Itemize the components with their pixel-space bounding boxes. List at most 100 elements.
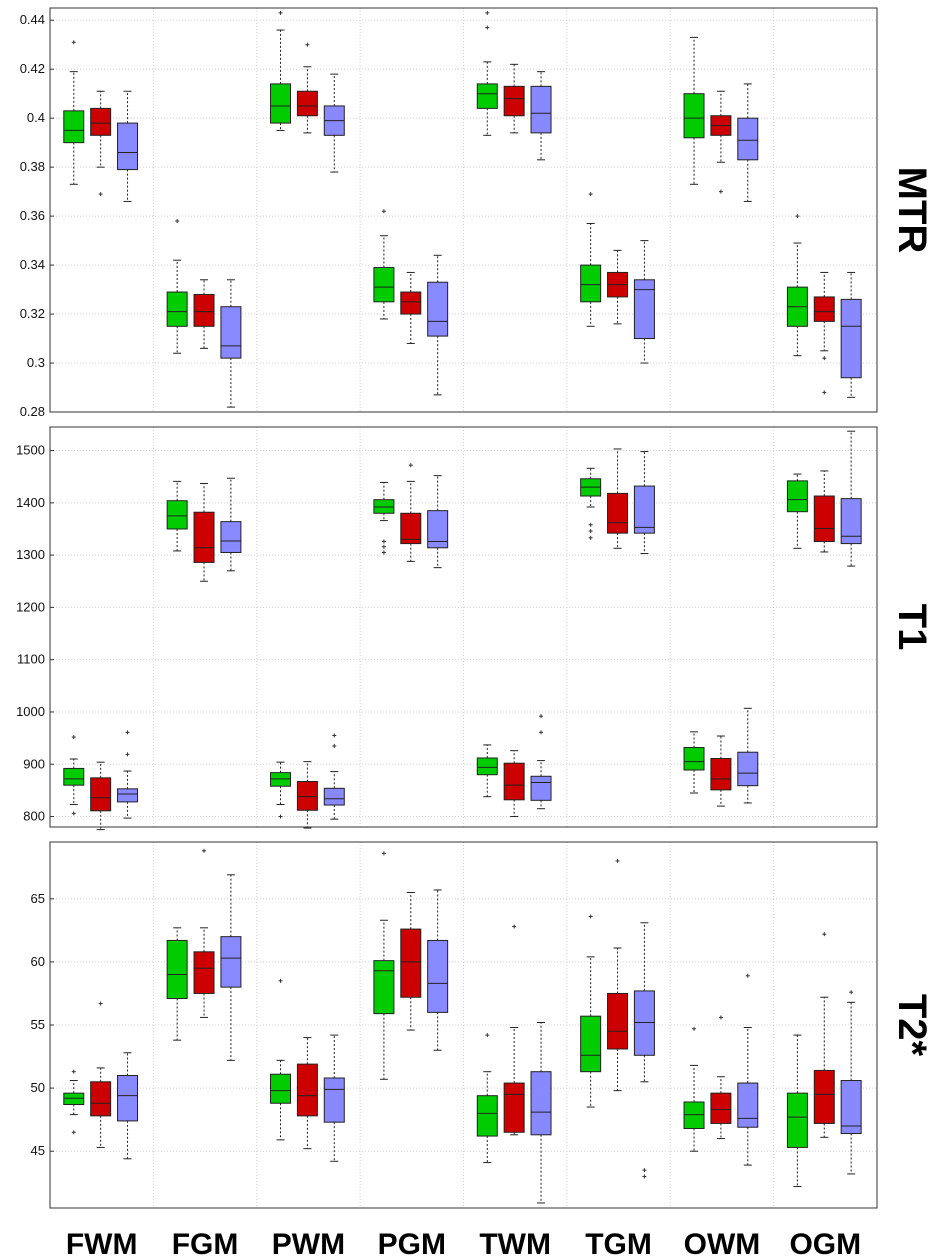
box-fwm-series-3 xyxy=(117,90,139,202)
box-tgm-series-3 xyxy=(633,240,655,364)
box-iqr xyxy=(427,281,449,337)
y-tick-label: 0.38 xyxy=(20,159,45,174)
category-label: PGM xyxy=(378,1228,446,1259)
box-tgm-series-3 xyxy=(633,922,655,1179)
box-fwm-series-3 xyxy=(117,1052,139,1160)
box-twm-series-3 xyxy=(530,714,552,810)
box-twm-series-1 xyxy=(476,10,498,136)
y-tick-label: 65 xyxy=(31,891,45,906)
row-label: MTR xyxy=(890,167,934,254)
box-ogm-series-1 xyxy=(786,214,808,357)
box-iqr xyxy=(373,960,395,1015)
box-owm-series-2 xyxy=(710,735,732,807)
box-tgm-series-1 xyxy=(580,192,602,327)
box-iqr xyxy=(633,485,655,534)
box-pwm-series-1 xyxy=(270,10,292,131)
y-tick-label: 1100 xyxy=(17,652,45,667)
box-pwm-series-2 xyxy=(296,1037,318,1150)
box-fwm-series-3 xyxy=(117,730,139,819)
y-tick-label: 1000 xyxy=(16,704,45,719)
box-twm-series-1 xyxy=(476,744,498,798)
box-owm-series-2 xyxy=(710,1015,732,1140)
box-pwm-series-3 xyxy=(323,733,345,820)
box-fwm-series-2 xyxy=(90,90,112,197)
y-tick-label: 0.34 xyxy=(20,257,45,272)
box-tgm-series-2 xyxy=(607,249,629,325)
box-iqr xyxy=(63,110,85,144)
box-pgm-series-1 xyxy=(373,851,395,1080)
box-fwm-series-2 xyxy=(90,1001,112,1148)
box-iqr xyxy=(710,758,732,791)
box-twm-series-1 xyxy=(476,1033,498,1164)
box-iqr xyxy=(323,1077,345,1123)
box-fgm-series-1 xyxy=(166,927,188,1041)
box-owm-series-3 xyxy=(737,973,759,1166)
box-owm-series-1 xyxy=(683,36,705,185)
category-label: OGM xyxy=(789,1228,861,1259)
box-ogm-series-3 xyxy=(840,430,862,567)
box-iqr xyxy=(90,777,112,812)
box-pwm-series-3 xyxy=(323,73,345,173)
panel-border xyxy=(49,841,878,1209)
box-twm-series-2 xyxy=(503,924,525,1136)
box-owm-series-3 xyxy=(737,83,759,202)
box-iqr xyxy=(683,747,705,771)
box-iqr xyxy=(400,291,422,315)
y-tick-label: 1200 xyxy=(16,599,45,614)
y-tick-label: 900 xyxy=(23,756,45,771)
box-iqr xyxy=(296,781,318,811)
box-ogm-series-3 xyxy=(840,271,862,398)
y-tick-label: 45 xyxy=(31,1143,45,1158)
box-iqr xyxy=(476,83,498,109)
box-iqr xyxy=(503,85,525,117)
box-iqr xyxy=(296,90,318,117)
box-iqr xyxy=(786,1092,808,1148)
box-fwm-series-2 xyxy=(90,761,112,831)
panel-mtr: 0.28 0.3 0.32 0.34 0.36 0.38 0.4 0.42 0.44 MTR xyxy=(20,7,934,419)
box-iqr xyxy=(737,1082,759,1128)
box-iqr xyxy=(270,83,292,124)
y-tick-label: 0.4 xyxy=(27,110,45,125)
box-iqr xyxy=(90,1081,112,1117)
panel-border xyxy=(49,426,878,828)
box-iqr xyxy=(503,1082,525,1133)
box-twm-series-2 xyxy=(503,63,525,134)
box-iqr xyxy=(220,521,242,553)
y-tick-label: 800 xyxy=(23,809,45,824)
box-iqr xyxy=(633,990,655,1056)
box-iqr xyxy=(683,93,705,139)
box-iqr xyxy=(813,296,835,322)
box-iqr xyxy=(607,492,629,534)
y-tick-label: 0.32 xyxy=(20,306,45,321)
row-label: T1 xyxy=(890,604,934,651)
box-pgm-series-2 xyxy=(400,271,422,344)
box-iqr xyxy=(220,306,242,359)
row-label: T2* xyxy=(890,994,934,1057)
box-iqr xyxy=(840,498,862,545)
box-iqr xyxy=(427,510,449,549)
box-tgm-series-1 xyxy=(580,467,602,540)
box-iqr xyxy=(840,298,862,379)
box-fgm-series-2 xyxy=(193,848,215,1018)
panel-t1: 800 900 1000 1100 1200 1300 1400 1500 T1 xyxy=(16,426,934,831)
box-iqr xyxy=(400,928,422,998)
box-iqr xyxy=(117,122,139,171)
box-iqr xyxy=(270,1073,292,1104)
box-iqr xyxy=(580,1015,602,1073)
box-fgm-series-3 xyxy=(220,477,242,572)
box-pgm-series-1 xyxy=(373,209,395,320)
box-iqr xyxy=(166,500,188,530)
box-iqr xyxy=(90,107,112,136)
box-pgm-series-2 xyxy=(400,463,422,562)
box-iqr xyxy=(193,293,215,327)
category-label: TWM xyxy=(479,1228,551,1259)
box-iqr xyxy=(427,939,449,1013)
box-ogm-series-1 xyxy=(786,473,808,549)
box-tgm-series-2 xyxy=(607,448,629,549)
box-iqr xyxy=(580,264,602,303)
box-pwm-series-2 xyxy=(296,42,318,134)
box-pgm-series-2 xyxy=(400,891,422,1031)
box-fgm-series-2 xyxy=(193,482,215,582)
box-iqr xyxy=(270,772,292,787)
y-tick-label: 0.36 xyxy=(20,208,45,223)
